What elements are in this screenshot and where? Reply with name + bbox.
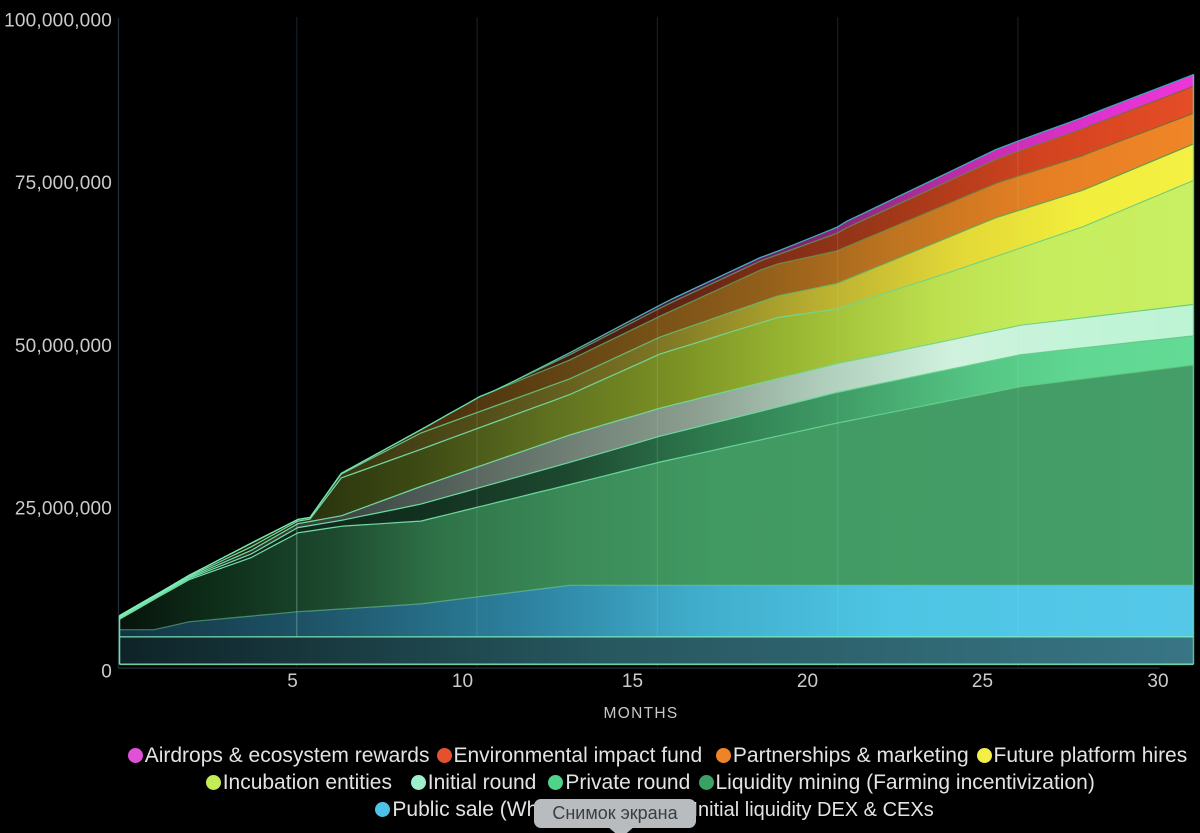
svg-text:10: 10	[452, 671, 473, 692]
svg-text:0: 0	[101, 661, 112, 682]
svg-text:15: 15	[622, 671, 643, 692]
svg-text:25,000,000: 25,000,000	[15, 499, 112, 520]
svg-text:MONTHS: MONTHS	[604, 705, 679, 722]
svg-text:20: 20	[797, 671, 818, 692]
svg-text:5: 5	[287, 671, 298, 692]
svg-text:30: 30	[1147, 671, 1168, 692]
svg-text:25: 25	[972, 671, 993, 692]
svg-text:50,000,000: 50,000,000	[15, 336, 112, 357]
svg-text:75,000,000: 75,000,000	[15, 173, 112, 194]
svg-text:100,000,000: 100,000,000	[4, 11, 112, 32]
